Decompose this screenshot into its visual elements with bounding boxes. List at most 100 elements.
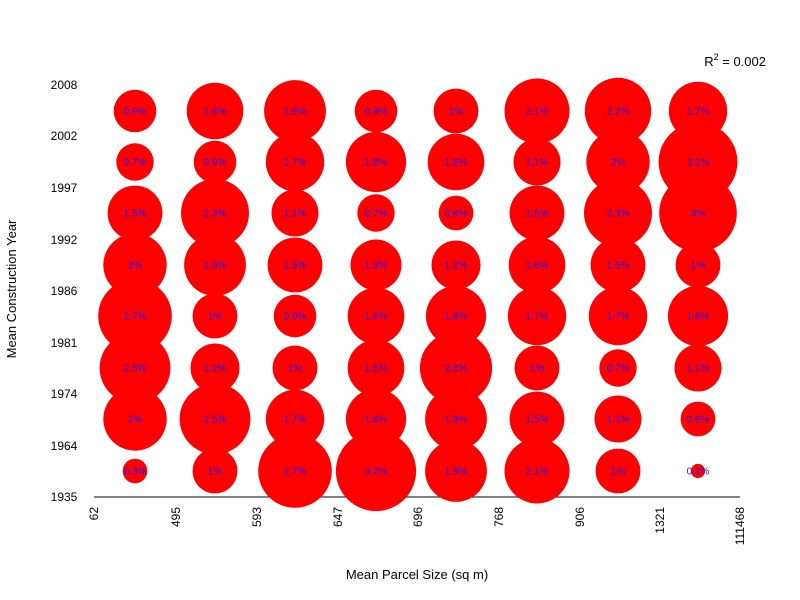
bubble-label-r5-c1: 1.2%: [204, 364, 227, 375]
bubble-r7-c6: [595, 448, 641, 494]
bubble-label-r3-c6: 1.5%: [607, 261, 630, 272]
bubble-label-r3-c0: 2%: [128, 261, 143, 272]
bubble-label-r3-c2: 1.5%: [284, 261, 307, 272]
bubble-label-r1-c7: 3.1%: [687, 158, 710, 169]
bubble-r3-c6: [590, 237, 646, 293]
x-tick-label: 1321: [653, 507, 667, 534]
bubble-r1-c6: [586, 130, 650, 194]
bubble-r6-c7: [680, 401, 716, 437]
bubble-label-r4-c7: 1.8%: [687, 312, 710, 323]
bubble-label-r5-c6: 0.7%: [607, 364, 630, 375]
bubble-label-r7-c0: 0.3%: [124, 467, 147, 478]
y-tick-label: 2008: [51, 78, 78, 92]
bubble-label-r4-c4: 1.8%: [445, 312, 468, 323]
bubble-label-r6-c6: 1.1%: [607, 415, 630, 426]
bubble-r7-c5: [504, 438, 570, 504]
bubble-r4-c2: [273, 294, 317, 338]
bubble-r4-c3: [347, 287, 405, 345]
bubble-r2-c4: [438, 195, 474, 231]
bubble-r6-c2: [265, 389, 325, 449]
x-tick-label: 647: [331, 507, 345, 527]
bubble-label-r1-c4: 1.6%: [445, 158, 468, 169]
x-tick-label: 62: [87, 507, 101, 521]
bubble-r3-c2: [267, 237, 323, 293]
bubble-r5-c7: [674, 344, 722, 392]
bubble-label-r5-c3: 1.6%: [365, 364, 388, 375]
bubble-r6-c1: [179, 383, 251, 455]
x-tick-label: 696: [411, 507, 425, 527]
bubble-label-r1-c2: 1.7%: [284, 158, 307, 169]
bubble-r5-c0: [99, 332, 171, 404]
bubble-r1-c3: [345, 131, 407, 193]
bubble-label-r6-c7: 0.6%: [687, 415, 710, 426]
bubble-label-r2-c3: 0.7%: [365, 209, 388, 220]
bubble-r7-c7: [690, 463, 706, 479]
bubble-group: 0.9% 1.6% 1.9% 0.9% 1% 2.1% 2.2% 1.7% 0.7% 0.9% 1.…: [98, 77, 738, 512]
bubble-r3-c5: [508, 236, 566, 294]
bubble-label-r2-c0: 1.5%: [124, 209, 147, 220]
bubble-label-r0-c5: 2.1%: [526, 107, 549, 118]
bubble-label-r2-c5: 1.5%: [526, 209, 549, 220]
bubble-label-r0-c1: 1.6%: [204, 107, 227, 118]
bubble-label-r7-c3: 3.2%: [365, 467, 388, 478]
bubble-label-r4-c3: 1.6%: [365, 312, 388, 323]
bubble-label-r4-c2: 0.9%: [284, 312, 307, 323]
bubble-label-r6-c0: 2%: [128, 415, 143, 426]
y-tick-label: 1981: [51, 336, 78, 350]
bubble-label-r6-c3: 1.8%: [365, 415, 388, 426]
bubble-r0-c1: [186, 82, 244, 140]
y-tick-label: 1992: [51, 233, 78, 247]
bubble-r6-c6: [594, 395, 642, 443]
bubble-r0-c3: [354, 89, 398, 133]
bubble-r2-c1: [181, 179, 249, 247]
x-axis-title: Mean Parcel Size (sq m): [346, 567, 488, 582]
bubble-r0-c0: [113, 89, 157, 133]
bubble-label-r7-c7: 0.1%: [687, 467, 710, 478]
bubble-label-r4-c5: 1.7%: [526, 312, 549, 323]
bubble-r5-c2: [272, 345, 318, 391]
bubble-label-r2-c2: 1.1%: [284, 209, 307, 220]
bubble-label-r0-c3: 0.9%: [365, 107, 388, 118]
y-tick-label: 1935: [51, 490, 78, 504]
bubble-label-r1-c1: 0.9%: [204, 158, 227, 169]
bubble-r2-c3: [357, 194, 395, 232]
bubble-label-r1-c6: 2%: [611, 158, 626, 169]
bubble-r7-c3: [335, 430, 417, 512]
bubble-label-r4-c1: 1%: [208, 312, 223, 323]
bubble-label-r2-c6: 2.3%: [607, 209, 630, 220]
bubble-r4-c7: [667, 285, 729, 347]
bubble-label-r3-c1: 1.9%: [204, 261, 227, 272]
bubble-label-r1-c0: 0.7%: [124, 158, 147, 169]
bubble-label-r5-c0: 2.5%: [124, 364, 147, 375]
bubble-label-r3-c3: 1.3%: [365, 261, 388, 272]
bubble-label-r3-c5: 1.6%: [526, 261, 549, 272]
bubble-r5-c3: [347, 339, 405, 397]
bubble-r3-c1: [184, 234, 246, 296]
x-tick-label: 495: [169, 507, 183, 527]
r-squared-superscript: 2: [714, 52, 719, 62]
bubble-r7-c0: [122, 458, 148, 484]
bubble-r4-c1: [192, 293, 238, 339]
bubble-r5-c5: [514, 345, 560, 391]
bubble-r5-c6: [599, 349, 637, 387]
y-tick-label: 1997: [51, 181, 78, 195]
bubble-label-r3-c7: 1%: [691, 261, 706, 272]
bubble-label-r5-c4: 2.6%: [445, 364, 468, 375]
bubble-label-r1-c5: 1.1%: [526, 158, 549, 169]
bubble-label-r6-c1: 2.5%: [204, 415, 227, 426]
bubble-label-r0-c4: 1%: [449, 107, 464, 118]
bubble-r5-c4: [419, 331, 493, 405]
bubble-r7-c2: [258, 434, 332, 508]
bubble-r1-c5: [513, 138, 561, 186]
x-tick-label: 768: [492, 507, 506, 527]
bubble-label-r7-c5: 2.1%: [526, 467, 549, 478]
bubble-r2-c2: [271, 189, 319, 237]
bubble-label-r7-c1: 1%: [208, 467, 223, 478]
bubble-r2-c7: [659, 174, 737, 252]
bubble-r4-c4: [425, 285, 487, 347]
bubble-label-r1-c3: 1.8%: [365, 158, 388, 169]
bubble-r3-c3: [350, 239, 402, 291]
r-squared-annotation: R2 = 0.002: [704, 52, 766, 69]
bubble-r0-c4: [433, 88, 479, 134]
bubble-r4-c6: [588, 286, 648, 346]
